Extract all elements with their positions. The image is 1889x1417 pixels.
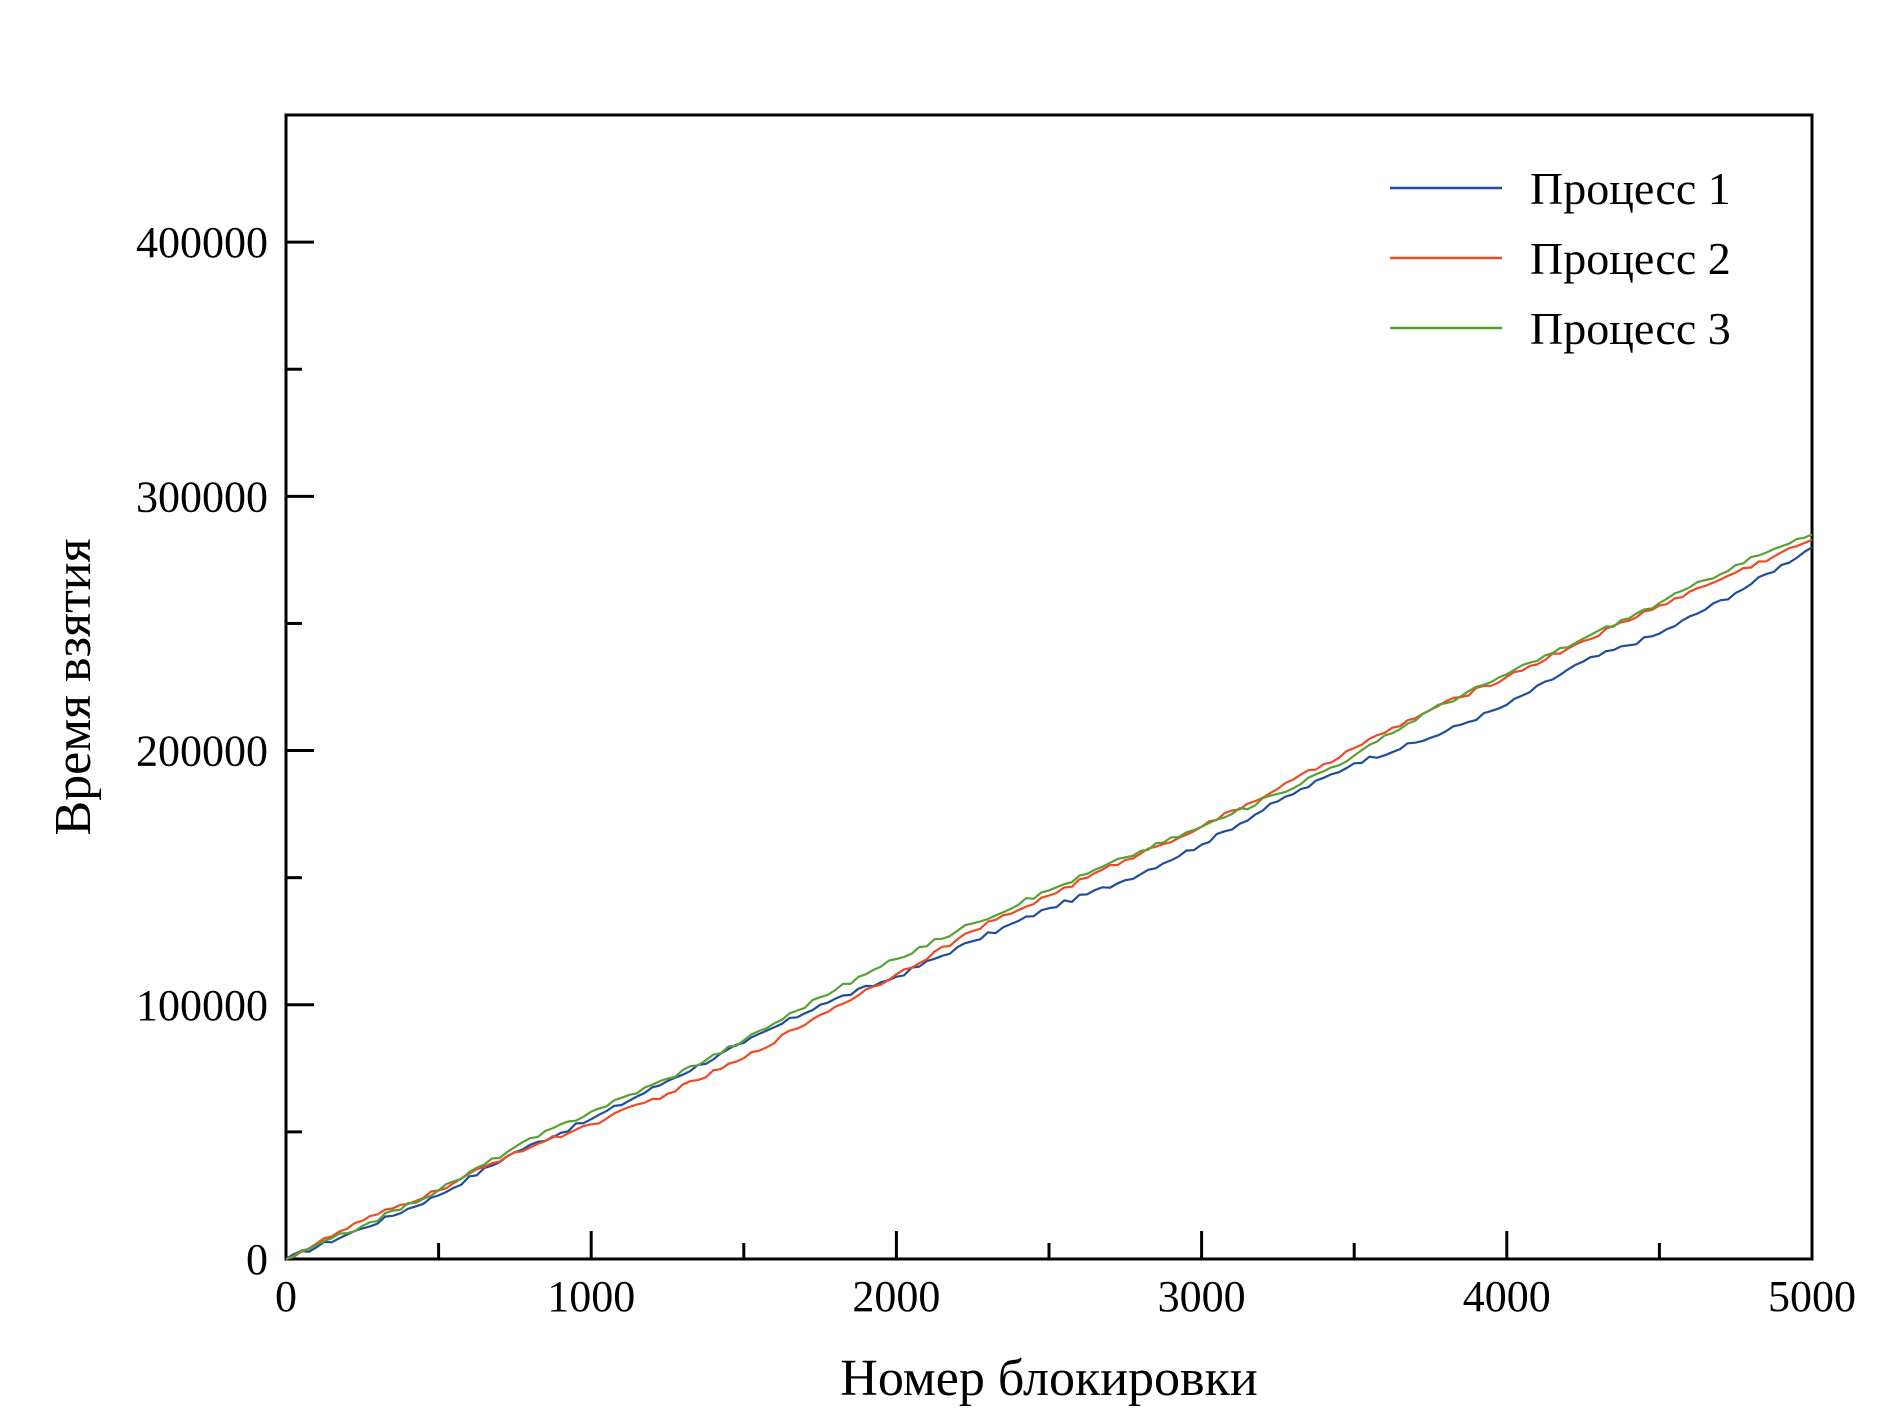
x-tick-label: 5000: [1768, 1272, 1856, 1321]
x-tick-label: 2000: [852, 1272, 940, 1321]
x-axis-label: Номер блокировки: [840, 1350, 1257, 1407]
y-tick-label: 100000: [136, 981, 268, 1030]
legend-label-3: Процесс 3: [1530, 303, 1731, 354]
series-line-1: [285, 546, 1813, 1260]
legend-label-2: Процесс 2: [1530, 233, 1731, 284]
x-tick-label: 0: [275, 1272, 297, 1321]
series-line-2: [285, 538, 1813, 1261]
series-line-3: [285, 533, 1813, 1261]
y-tick-label: 0: [246, 1235, 268, 1284]
legend-label-1: Процесс 1: [1530, 163, 1731, 214]
y-axis-label: Время взятия: [45, 538, 102, 835]
y-tick-label: 300000: [136, 472, 268, 521]
y-tick-label: 200000: [136, 727, 268, 776]
x-tick-label: 3000: [1158, 1272, 1246, 1321]
x-tick-label: 4000: [1463, 1272, 1551, 1321]
legend: Процесс 1 Процесс 2 Процесс 3: [1390, 163, 1731, 354]
x-tick-label: 1000: [547, 1272, 635, 1321]
y-tick-label: 400000: [136, 218, 268, 267]
plot-frame: [284, 113, 1814, 1261]
